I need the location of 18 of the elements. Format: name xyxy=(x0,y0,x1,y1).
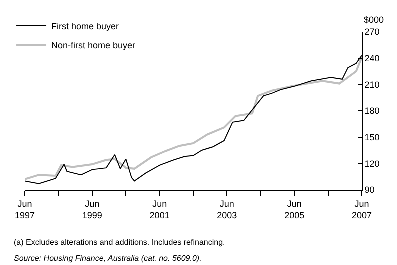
y-tick-label: 90 xyxy=(364,185,375,196)
x-tick-label: Jun 1999 xyxy=(82,198,102,220)
x-tick-label: Jun 2007 xyxy=(352,198,372,220)
y-tick-label: 240 xyxy=(364,53,380,64)
legend-label: First home buyer xyxy=(52,21,120,32)
x-tick-label: Jun 2005 xyxy=(284,198,305,220)
y-tick-label: 180 xyxy=(364,106,380,116)
x-tick-label: Jun 2003 xyxy=(217,198,238,220)
legend-label: Non-first home buyer xyxy=(52,40,136,50)
text: (a) Excludes alterations and additions. Includes refinancing. xyxy=(14,238,226,247)
x-tick-label: Jun 2001 xyxy=(150,198,170,220)
y-tick-label: 120 xyxy=(364,158,380,169)
y-tick-label: 210 xyxy=(364,80,380,90)
y-axis-title: $000 xyxy=(364,15,384,25)
x-tick-label: Jun 1997 xyxy=(14,198,36,220)
y-tick-label: 270 xyxy=(364,27,380,38)
y-tick-label: 150 xyxy=(364,132,380,142)
source-note: Source: Housing Finance, Australia (cat. no. 5609.0). xyxy=(14,254,202,263)
